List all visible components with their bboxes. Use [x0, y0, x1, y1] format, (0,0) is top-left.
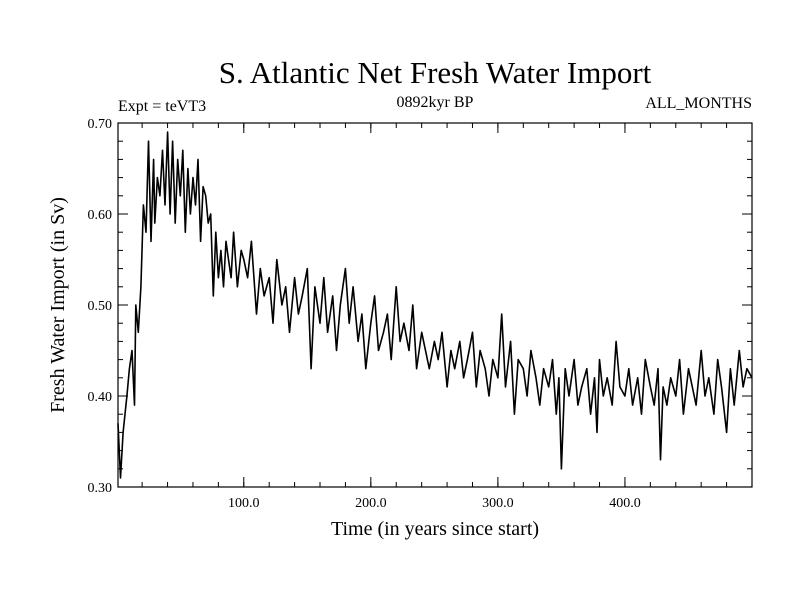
plot-area: 100.0 200.0 300.0 400.0 0.30 0.40 0.50 0.60 0.70 [88, 117, 753, 511]
x-axis-label: Time (in years since start) [331, 518, 539, 540]
x-tick-label: 400.0 [609, 496, 641, 511]
x-tick-label: 200.0 [355, 496, 387, 511]
x-tick-label: 300.0 [482, 496, 514, 511]
period-label: 0892kyr BP [397, 94, 474, 111]
y-tick-label: 0.50 [88, 299, 113, 314]
y-tick-label: 0.60 [88, 208, 113, 223]
y-tick-label: 0.30 [88, 481, 113, 496]
y-axis-label: Fresh Water Import (in Sv) [47, 197, 69, 413]
chart-title: S. Atlantic Net Fresh Water Import [219, 55, 652, 90]
months-label: ALL_MONTHS [645, 95, 752, 112]
y-tick-label: 0.70 [88, 117, 113, 132]
series-line-fresh_water_import [117, 131, 753, 479]
y-tick-label: 0.40 [88, 390, 113, 405]
experiment-label: Expt = teVT3 [118, 98, 206, 115]
x-tick-label: 100.0 [228, 496, 260, 511]
